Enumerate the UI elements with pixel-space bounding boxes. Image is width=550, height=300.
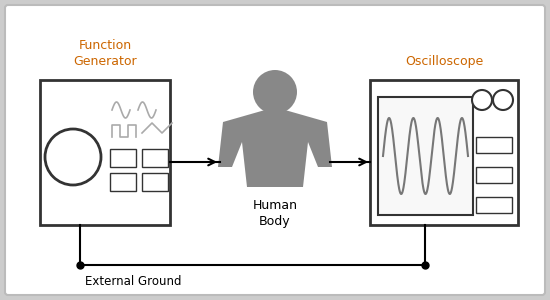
Circle shape (493, 90, 513, 110)
Bar (40, 80, 170, 225)
Bar (142, 149, 168, 167)
Text: Oscilloscope: Oscilloscope (405, 55, 483, 68)
Bar (110, 149, 136, 167)
Circle shape (45, 129, 101, 185)
Text: Function
Generator: Function Generator (73, 39, 137, 68)
Bar (110, 173, 136, 191)
FancyBboxPatch shape (5, 5, 545, 295)
Circle shape (253, 70, 297, 114)
Polygon shape (218, 110, 332, 187)
Bar (476, 167, 512, 183)
Circle shape (472, 90, 492, 110)
Bar (476, 137, 512, 153)
Text: External Ground: External Ground (85, 275, 182, 288)
Bar (370, 80, 518, 225)
Bar (142, 173, 168, 191)
Bar (476, 197, 512, 213)
Bar (378, 97, 473, 215)
Text: Human
Body: Human Body (252, 199, 298, 228)
